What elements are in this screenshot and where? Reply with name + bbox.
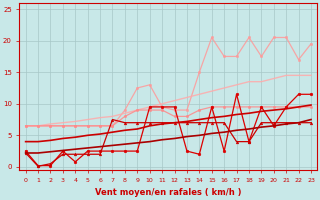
X-axis label: Vent moyen/en rafales ( km/h ): Vent moyen/en rafales ( km/h ): [95, 188, 242, 197]
